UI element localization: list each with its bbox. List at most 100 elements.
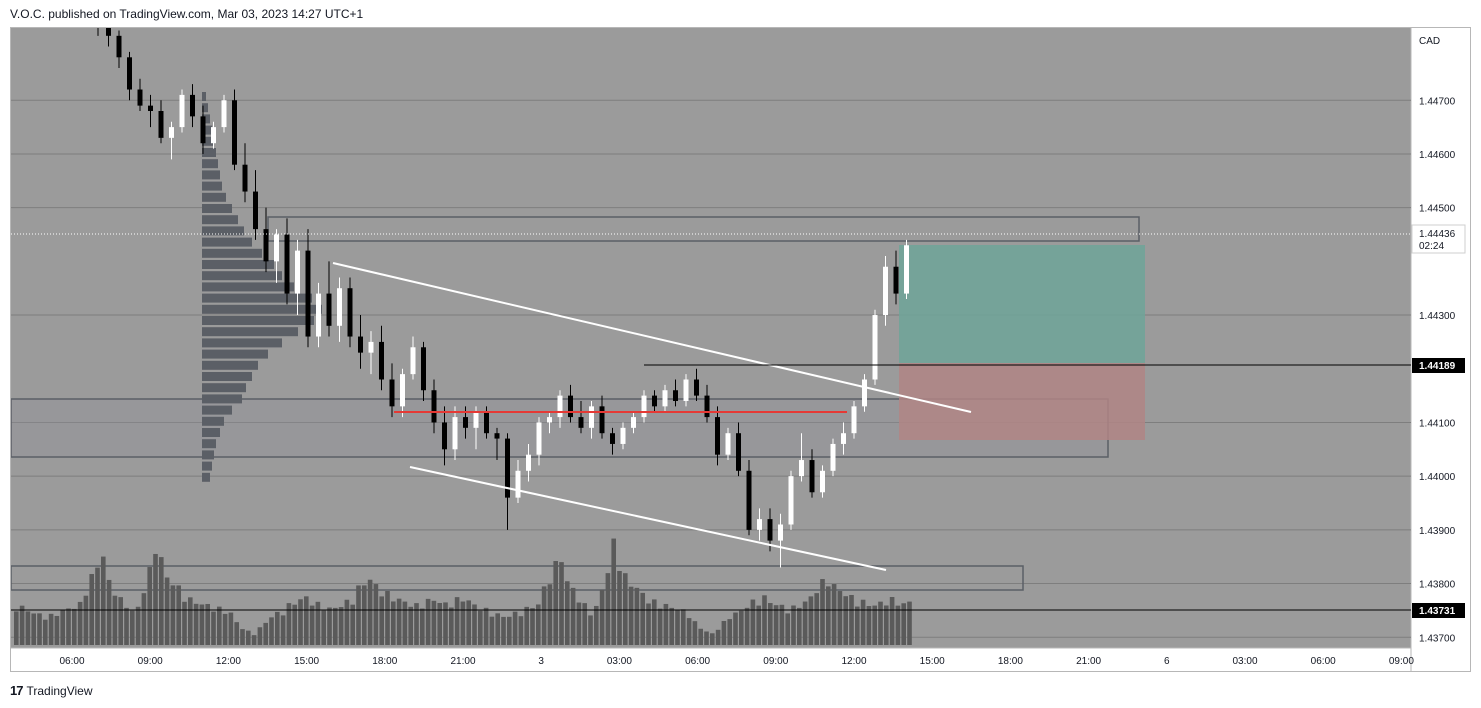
candle-body	[410, 347, 416, 375]
volume-bar	[454, 597, 460, 645]
candle-body	[473, 411, 479, 428]
candle-body	[221, 100, 227, 128]
candle-body	[641, 395, 647, 418]
volume-bar	[124, 607, 129, 645]
tradingview-footer[interactable]: 17 TradingView	[10, 683, 93, 698]
volume-bar	[895, 605, 901, 645]
volume-bar	[710, 633, 715, 645]
candle-body	[505, 438, 510, 498]
candle-body	[799, 460, 804, 477]
volume-bar	[147, 567, 152, 645]
volume-bar	[872, 605, 877, 645]
candle-body	[368, 341, 374, 353]
volume-bar	[878, 601, 883, 645]
time-label: 03:00	[1232, 656, 1257, 667]
candle-body	[757, 519, 762, 530]
volume-bar	[721, 621, 727, 645]
candle-body	[158, 111, 164, 138]
volume-bar	[373, 584, 379, 645]
volume-profile-bar	[202, 148, 216, 157]
volume-bar	[304, 596, 309, 645]
price-label: 1.44100	[1419, 418, 1456, 429]
volume-bar	[141, 593, 147, 645]
volume-bar	[559, 562, 564, 645]
volume-bar	[588, 615, 593, 645]
volume-profile-bar	[202, 181, 222, 191]
volume-bar	[808, 596, 814, 645]
chart-area[interactable]: 1.44700 1.44600 1.44500 1.44300 1.44100 1.440…	[10, 27, 1471, 672]
volume-bar	[686, 618, 692, 645]
volume-bar	[576, 602, 582, 645]
volume-bar	[182, 601, 187, 645]
stop-loss-zone	[899, 363, 1145, 440]
volume-profile-bar	[202, 338, 282, 348]
tradingview-brand: TradingView	[26, 683, 93, 698]
volume-bar	[391, 601, 396, 645]
time-label: 06:00	[1311, 656, 1336, 667]
candle-body	[578, 417, 584, 428]
volume-bar	[315, 601, 321, 645]
lower-zone-box	[11, 565, 1024, 591]
candle-body	[851, 406, 857, 434]
volume-bar	[408, 606, 413, 645]
volume-bar	[263, 622, 268, 645]
candle-body	[326, 293, 332, 326]
volume-bar	[118, 597, 123, 645]
upper-trendline	[332, 262, 972, 413]
price-chart[interactable]: 1.44700 1.44600 1.44500 1.44300 1.44100 1.440…	[11, 28, 1470, 671]
volume-profile-bar	[202, 92, 206, 101]
volume-bar	[43, 619, 48, 645]
volume-bar	[785, 613, 790, 645]
volume-bar	[866, 606, 872, 645]
volume-bar	[72, 608, 77, 645]
candle-body	[379, 341, 384, 380]
volume-bar	[437, 602, 442, 645]
volume-bar	[199, 604, 205, 645]
volume-bar	[95, 567, 100, 645]
volume-profile-bar	[202, 293, 312, 303]
volume-profile-bar	[202, 428, 220, 437]
volume-bar	[25, 611, 31, 645]
volume-bar	[907, 601, 912, 645]
candle-body	[631, 417, 636, 428]
volume-bar	[594, 605, 599, 645]
candle-body	[662, 390, 668, 407]
volume-bar	[298, 599, 303, 645]
volume-bar	[524, 606, 529, 645]
lower-trendline	[409, 466, 887, 571]
candle-body	[809, 460, 815, 493]
volume-bar	[153, 553, 158, 645]
candle-body	[169, 127, 174, 138]
volume-profile-bar	[202, 349, 268, 359]
volume-bar	[425, 598, 431, 645]
volume-bar	[333, 607, 338, 645]
volume-bar	[159, 557, 164, 645]
volume-bar	[570, 587, 576, 645]
candle-body	[568, 395, 573, 418]
time-axis-background	[11, 648, 1411, 671]
volume-bar	[309, 605, 315, 645]
volume-profile-bar	[202, 372, 252, 381]
volume-bar	[356, 585, 361, 645]
candle-body	[463, 417, 468, 428]
volume-bar	[460, 601, 466, 645]
volume-bar	[77, 601, 83, 645]
volume-profile-bar	[202, 461, 212, 471]
volume-bar	[269, 617, 274, 645]
volume-profile-bar	[202, 192, 226, 202]
volume-bar	[321, 610, 326, 645]
candle-body	[547, 417, 552, 423]
candle-body	[137, 89, 143, 106]
candle-body	[652, 395, 657, 407]
candle-body	[316, 293, 321, 337]
volume-bar	[31, 613, 36, 645]
volume-bar	[234, 622, 239, 645]
volume-bar	[489, 616, 495, 645]
volume-bar	[855, 606, 860, 645]
volume-profile-bar	[202, 215, 238, 225]
candle-body	[736, 433, 741, 471]
volume-bar	[565, 581, 570, 645]
volume-profile-bar	[202, 394, 242, 404]
volume-bar	[54, 615, 60, 645]
volume-bar	[611, 538, 616, 645]
